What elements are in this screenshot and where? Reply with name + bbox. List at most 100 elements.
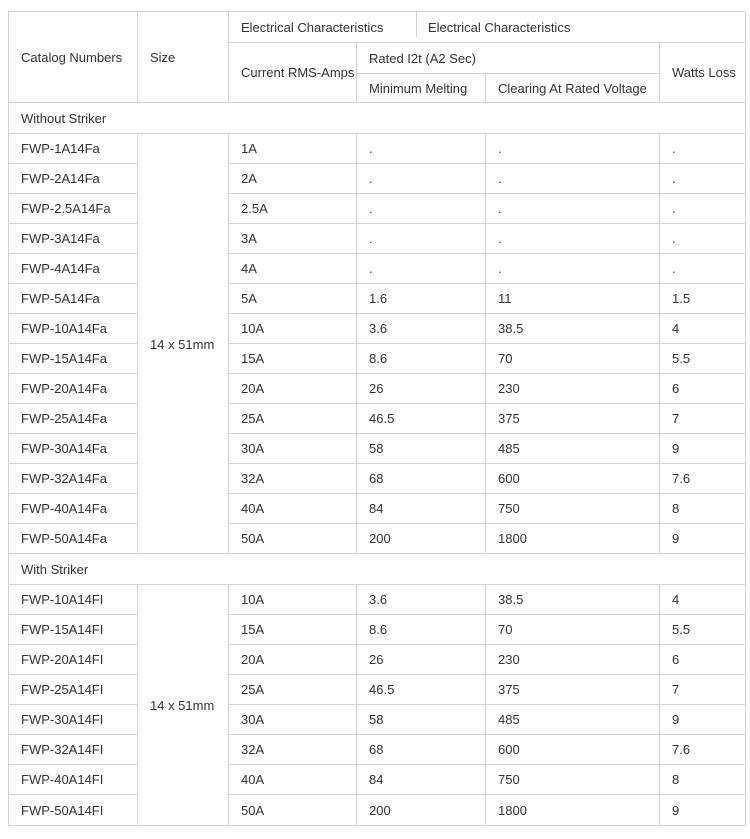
table-row: FWP-25A14Fa 25A 46.5 375 7 [9,404,745,434]
fuse-spec-table: Catalog Numbers Size Electrical Characte… [8,11,746,826]
table-row: FWP-2A14Fa 2A . . . [9,164,745,194]
minimum-melting-cell: 3.6 [357,314,486,344]
watts-loss-cell: . [660,224,745,254]
clearing-at-rated-voltage-cell: 1800 [486,524,660,554]
size-spacer-cell [138,314,229,344]
watts-loss-cell: . [660,194,745,224]
size-spacer-cell [138,134,229,164]
minimum-melting-cell: 8.6 [357,344,486,374]
catalog-number-cell: FWP-2.5A14Fa [9,194,138,224]
watts-loss-cell: 6 [660,374,745,404]
table-row: FWP-40A14FI 40A 84 750 8 [9,765,745,795]
clearing-at-rated-voltage-cell: 485 [486,705,660,735]
table-row: FWP-5A14Fa 5A 1.6 11 1.5 [9,284,745,314]
current-rms-amps-cell: 10A [229,314,357,344]
current-rms-amps-cell: 3A [229,224,357,254]
current-rms-amps-cell: 30A [229,434,357,464]
catalog-number-cell: FWP-40A14Fa [9,494,138,524]
table-row: FWP-20A14FI 20A 26 230 6 [9,645,745,675]
current-rms-amps-cell: 32A [229,735,357,765]
current-rms-amps-cell: 20A [229,645,357,675]
clearing-at-rated-voltage-cell: 70 [486,615,660,645]
size-spacer-cell [138,494,229,524]
watts-loss-cell: 4 [660,585,745,615]
clearing-at-rated-voltage-cell: 1800 [486,795,660,825]
table-row: FWP-15A14Fa 15A 8.6 70 5.5 [9,344,745,374]
table-row: FWP-20A14Fa 20A 26 230 6 [9,374,745,404]
current-rms-amps-cell: 25A [229,404,357,434]
current-rms-amps-cell: 20A [229,374,357,404]
table-body: Without Striker FWP-1A14Fa 1A . . . FWP-… [9,103,745,825]
current-rms-amps-cell: 15A [229,344,357,374]
table-row: FWP-25A14FI 25A 46.5 375 7 [9,675,745,705]
header-catalog-numbers: Catalog Numbers [9,12,138,102]
catalog-number-cell: FWP-1A14Fa [9,134,138,164]
size-spacer-cell [138,645,229,675]
catalog-number-cell: FWP-32A14FI [9,735,138,765]
current-rms-amps-cell: 4A [229,254,357,284]
clearing-at-rated-voltage-cell: . [486,164,660,194]
minimum-melting-cell: 58 [357,434,486,464]
clearing-at-rated-voltage-cell: 230 [486,645,660,675]
table-section: FWP-10A14FI 10A 3.6 38.5 4 FWP-15A14FI 1… [9,585,745,825]
table-row: FWP-2.5A14Fa 2.5A . . . [9,194,745,224]
table-row: FWP-3A14Fa 3A . . . [9,224,745,254]
watts-loss-cell: . [660,164,745,194]
current-rms-amps-cell: 1A [229,134,357,164]
catalog-number-cell: FWP-15A14Fa [9,344,138,374]
watts-loss-cell: 9 [660,434,745,464]
minimum-melting-cell: 26 [357,374,486,404]
catalog-number-cell: FWP-5A14Fa [9,284,138,314]
watts-loss-cell: 5.5 [660,615,745,645]
section-title: With Striker [21,561,89,577]
minimum-melting-cell: 200 [357,524,486,554]
current-rms-amps-cell: 2A [229,164,357,194]
clearing-at-rated-voltage-cell: . [486,194,660,224]
watts-loss-cell: 7.6 [660,735,745,765]
table-row: FWP-32A14Fa 32A 68 600 7.6 [9,464,745,494]
clearing-at-rated-voltage-cell: 375 [486,675,660,705]
current-rms-amps-cell: 25A [229,675,357,705]
size-spacer-cell [138,194,229,224]
catalog-number-cell: FWP-50A14Fa [9,524,138,554]
watts-loss-cell: 8 [660,765,745,795]
watts-loss-cell: 7 [660,404,745,434]
clearing-at-rated-voltage-cell: 11 [486,284,660,314]
table-row: FWP-15A14FI 15A 8.6 70 5.5 [9,615,745,645]
minimum-melting-cell: 46.5 [357,404,486,434]
table-section: FWP-1A14Fa 1A . . . FWP-2A14Fa 2A . . . … [9,134,745,554]
clearing-at-rated-voltage-cell: 38.5 [486,314,660,344]
clearing-at-rated-voltage-cell: 230 [486,374,660,404]
header-minimum-melting: Minimum Melting [357,74,486,102]
section-header-row: With Striker [9,554,745,585]
clearing-at-rated-voltage-cell: 70 [486,344,660,374]
clearing-at-rated-voltage-cell: 375 [486,404,660,434]
header-electrical-characteristics-right: Electrical Characteristics [416,12,745,43]
catalog-number-cell: FWP-2A14Fa [9,164,138,194]
size-spacer-cell [138,164,229,194]
section-header-row: Without Striker [9,103,745,134]
size-spacer-cell [138,224,229,254]
catalog-number-cell: FWP-25A14Fa [9,404,138,434]
size-spacer-cell [138,615,229,645]
table-row: FWP-1A14Fa 1A . . . [9,134,745,164]
watts-loss-cell: 9 [672,802,680,818]
current-rms-amps-cell: 50A [229,524,357,554]
minimum-melting-cell: 68 [357,464,486,494]
catalog-number-cell: FWP-25A14FI [9,675,138,705]
minimum-melting-cell: 26 [357,645,486,675]
size-spacer-cell [138,284,229,314]
minimum-melting-cell: . [357,254,486,284]
header-clearing-at-rated-voltage: Clearing At Rated Voltage [486,74,660,102]
clearing-at-rated-voltage-cell: . [486,254,660,284]
table-row: FWP-40A14Fa 40A 84 750 8 [9,494,745,524]
header-watts-loss: Watts Loss [672,65,736,80]
minimum-melting-cell: 84 [357,494,486,524]
header-rated-i2t: Rated I2t (A2 Sec) [357,43,660,74]
current-rms-amps-cell: 2.5A [229,194,357,224]
size-spacer-cell [138,344,229,374]
size-spacer-cell [138,374,229,404]
table-row: FWP-50A14Fa 50A 200 1800 9 [9,524,745,554]
watts-loss-cell: 7 [660,675,745,705]
